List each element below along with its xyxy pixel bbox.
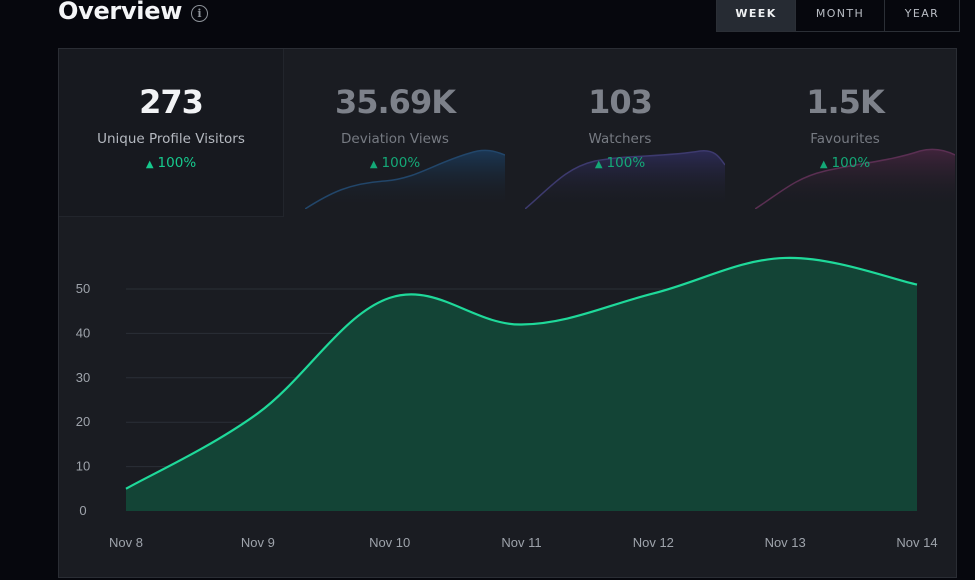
- stat-label: Favourites: [810, 131, 880, 147]
- stat-change: ▲ 100%: [819, 155, 871, 171]
- tab-year[interactable]: YEAR: [884, 0, 959, 31]
- area-fill: [126, 257, 917, 511]
- stat-value: 103: [588, 83, 653, 121]
- stat-card-selected-background: [59, 49, 284, 217]
- stat-label: Deviation Views: [341, 131, 449, 147]
- x-tick-label: Nov 9: [241, 535, 275, 550]
- y-tick-label: 0: [79, 503, 86, 518]
- x-tick-label: Nov 14: [896, 535, 937, 550]
- stat-label: Watchers: [588, 131, 652, 147]
- page-title: Overview: [58, 0, 183, 25]
- x-tick-label: Nov 13: [765, 535, 806, 550]
- stat-label: Unique Profile Visitors: [97, 131, 245, 147]
- stat-deviation-views[interactable]: 35.69K Deviation Views ▲ 100%: [283, 49, 507, 216]
- arrow-up-icon: ▲: [819, 159, 828, 170]
- tab-month[interactable]: MONTH: [795, 0, 884, 31]
- stat-value: 1.5K: [806, 83, 884, 121]
- stat-change: ▲ 100%: [369, 155, 421, 171]
- stat-unique-profile-visitors[interactable]: 273 Unique Profile Visitors ▲ 100%: [59, 49, 283, 216]
- visitors-area-chart: 0 10 20 30 40 50 Nov 8 Nov 9 Nov 10 Nov 11 Nov 12 N…: [76, 256, 938, 550]
- y-tick-label: 30: [76, 370, 90, 385]
- info-icon[interactable]: i: [191, 5, 208, 22]
- time-range-tabs: WEEK MONTH YEAR: [716, 0, 960, 32]
- x-tick-label: Nov 8: [109, 535, 143, 550]
- stat-change: ▲ 100%: [145, 155, 197, 171]
- tab-week[interactable]: WEEK: [717, 0, 795, 31]
- arrow-up-icon: ▲: [145, 159, 154, 170]
- x-tick-label: Nov 11: [501, 535, 541, 550]
- arrow-up-icon: ▲: [369, 159, 378, 170]
- stat-favourites[interactable]: 1.5K Favourites ▲ 100%: [733, 49, 957, 216]
- overview-panel: 273 Unique Profile Visitors ▲ 100% 35.69K…: [58, 48, 957, 578]
- y-tick-label: 40: [76, 325, 90, 340]
- stat-watchers[interactable]: 103 Watchers ▲ 100%: [507, 49, 733, 216]
- arrow-up-icon: ▲: [594, 159, 603, 170]
- y-tick-label: 20: [76, 414, 90, 429]
- x-tick-label: Nov 10: [369, 535, 410, 550]
- stat-value: 35.69K: [334, 83, 456, 121]
- x-tick-label: Nov 12: [633, 535, 674, 550]
- stat-change: ▲ 100%: [594, 155, 646, 171]
- series-line: [125, 256, 918, 490]
- stat-value: 273: [139, 83, 204, 121]
- y-tick-label: 10: [76, 459, 90, 474]
- y-tick-label: 50: [76, 281, 90, 296]
